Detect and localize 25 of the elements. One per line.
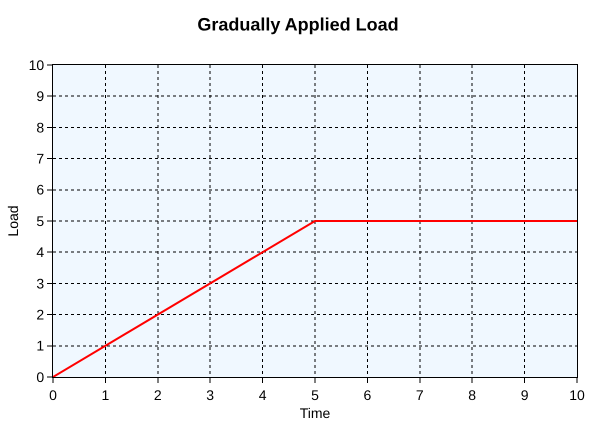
x-tick-label: 9 — [520, 386, 529, 403]
x-tick-label: 4 — [258, 386, 267, 403]
y-tick-label: 4 — [36, 244, 44, 260]
x-tick-label: 3 — [206, 386, 214, 403]
x-tick-label: 1 — [102, 386, 110, 403]
x-tick-label: 6 — [364, 386, 372, 403]
x-tick-label: 10 — [569, 386, 585, 403]
y-tick-label: 8 — [36, 119, 44, 136]
x-axis-title: Time — [300, 405, 331, 422]
y-axis-title: Load — [5, 205, 22, 237]
y-tick-label: 6 — [36, 182, 44, 198]
y-tick-label: 10 — [28, 56, 44, 73]
y-tick-label: 7 — [36, 150, 44, 166]
y-tick-label: 0 — [36, 368, 44, 385]
y-tick-label: 5 — [36, 212, 44, 229]
y-tick-label: 1 — [36, 338, 44, 354]
x-tick-label: 0 — [49, 386, 58, 403]
x-tick-label: 8 — [468, 386, 476, 403]
y-tick-label: 9 — [36, 88, 44, 104]
y-tick-label: 3 — [36, 275, 44, 292]
y-tick-label: 2 — [36, 306, 44, 322]
x-tick-label: 5 — [311, 386, 320, 403]
x-tick-label: 7 — [416, 386, 424, 403]
chart-title: Gradually Applied Load — [197, 14, 399, 34]
x-tick-label: 2 — [154, 386, 162, 403]
